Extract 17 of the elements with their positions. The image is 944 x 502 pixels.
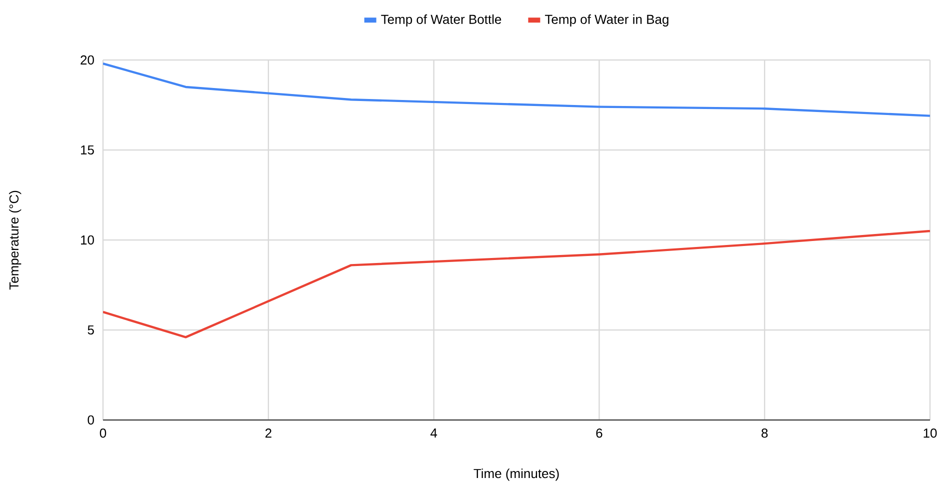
x-tick-label: 2 xyxy=(265,428,272,438)
x-tick-label: 8 xyxy=(762,428,768,438)
y-tick-label: 5 xyxy=(88,325,94,335)
x-tick-label: 0 xyxy=(100,428,106,438)
legend-label: Temp of Water in Bag xyxy=(544,14,668,27)
y-tick-label: 10 xyxy=(81,235,94,245)
line-series xyxy=(103,230,930,338)
y-tick-label: 15 xyxy=(81,145,94,155)
x-tick-label: 4 xyxy=(430,428,438,438)
y-tick-label: 20 xyxy=(80,55,94,65)
y-tick-label: 0 xyxy=(88,415,94,425)
line-series xyxy=(103,62,930,117)
x-tick-label: 10 xyxy=(924,428,937,438)
x-axis-title: Time (minutes) xyxy=(474,468,559,481)
x-tick-label: 6 xyxy=(596,428,602,438)
legend-label: Temp of Water Bottle xyxy=(381,14,502,27)
y-axis-title: Temperature (°C) xyxy=(9,190,22,290)
